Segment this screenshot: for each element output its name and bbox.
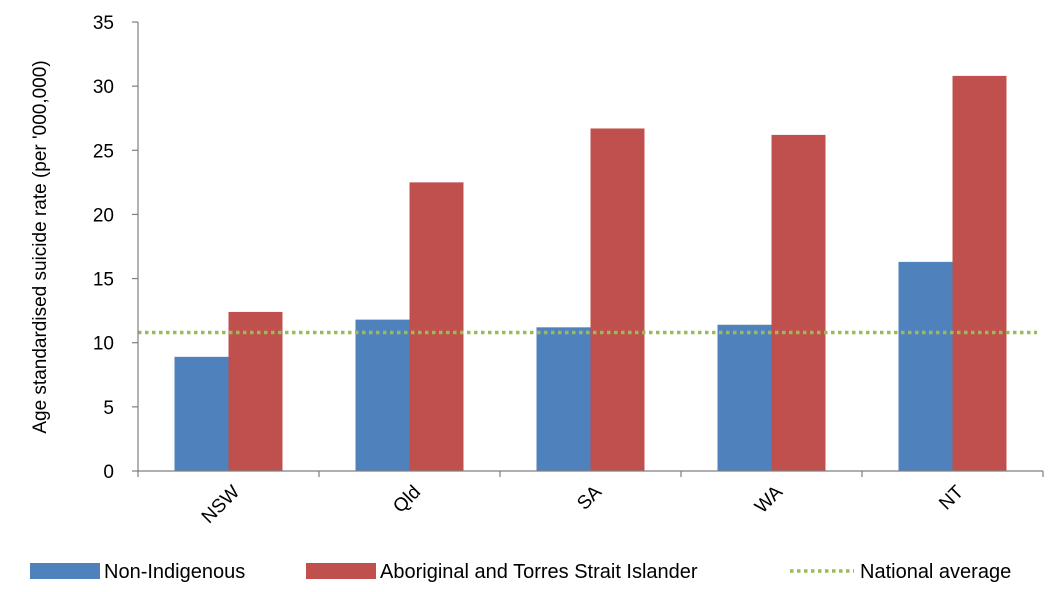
y-ticks-group: 0 5 10 15 20 25 30 35 — [93, 13, 138, 483]
bar-nsw-series-1 — [174, 356, 229, 471]
legend-label-non-indigenous: Non-Indigenous — [104, 561, 245, 583]
axes-group — [137, 22, 1043, 472]
y-tick-label: 10 — [93, 334, 114, 355]
legend-swatch-non-indigenous — [30, 563, 100, 579]
x-tick-label: WA — [751, 481, 787, 517]
bar-sa-series-2 — [590, 128, 645, 471]
bar-wa-series-1 — [717, 324, 772, 471]
y-tick-label: 5 — [103, 398, 114, 419]
bar-sa-series-1 — [536, 327, 591, 471]
y-tick-label: 20 — [93, 205, 114, 226]
bar-nsw-series-2 — [228, 311, 283, 471]
legend: Non-Indigenous Aboriginal and Torres Stra… — [30, 561, 1011, 583]
legend-label-aboriginal: Aboriginal and Torres Strait Islander — [380, 561, 698, 583]
y-tick-label: 15 — [93, 270, 114, 291]
y-tick-label: 25 — [93, 141, 114, 162]
x-tick-label: Qld — [389, 482, 425, 518]
legend-label-national-average: National average — [860, 561, 1011, 583]
bar-qld-series-2 — [409, 182, 464, 471]
bar-nt-series-2 — [952, 75, 1007, 471]
y-tick-label: 0 — [103, 462, 114, 483]
x-tick-label: NT — [935, 481, 968, 514]
y-tick-label: 30 — [93, 77, 114, 98]
bar-wa-series-2 — [771, 134, 826, 472]
x-tick-label: SA — [573, 481, 606, 514]
bar-qld-series-1 — [355, 319, 410, 471]
x-tick-label: NSW — [198, 482, 244, 528]
x-ticks-group: NSW Qld SA WA NT — [137, 471, 1044, 528]
bars-group — [174, 75, 1007, 472]
y-axis-title: Age standardised suicide rate (per '000,… — [30, 60, 51, 433]
bar-nt-series-1 — [898, 261, 953, 471]
legend-swatch-aboriginal — [306, 563, 376, 579]
y-tick-label: 35 — [93, 13, 114, 34]
